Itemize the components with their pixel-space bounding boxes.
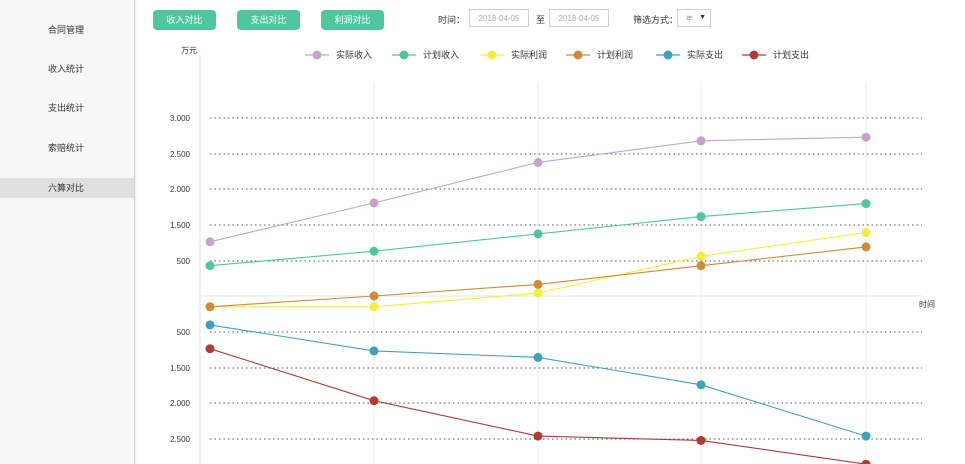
data-point <box>369 246 379 256</box>
data-point <box>861 459 871 464</box>
legend-label: 实际支出 <box>687 49 723 60</box>
legend-label: 实际收入 <box>336 49 372 60</box>
data-point <box>533 288 543 298</box>
filter-select-value: 年 <box>686 16 693 23</box>
y-tick-label: 1.500 <box>170 221 191 230</box>
y-tick-label: 2.500 <box>170 150 191 159</box>
data-point <box>533 279 543 289</box>
legend-marker <box>749 50 759 60</box>
y-tick-label: 500 <box>177 328 191 337</box>
sidebar: 合同管理 收入统计 支出统计 索赔统计 六算对比 <box>0 0 135 464</box>
y-tick-label: 2.000 <box>170 185 191 194</box>
legend-label: 计划支出 <box>773 49 809 60</box>
data-point <box>696 261 706 271</box>
legend-marker <box>663 50 673 60</box>
sidebar-shadow <box>134 0 138 464</box>
sidebar-item-income-stats[interactable]: 收入统计 <box>48 64 85 74</box>
y-axis-label: 万元 <box>181 46 197 55</box>
sidebar-item-contract-management[interactable]: 合同管理 <box>48 25 85 35</box>
data-point <box>696 212 706 222</box>
data-point <box>861 199 871 209</box>
data-point <box>861 132 871 142</box>
sidebar-item-expense-stats[interactable]: 支出统计 <box>48 103 85 113</box>
time-label: 时间： <box>438 15 466 25</box>
data-point <box>861 431 871 441</box>
legend-marker <box>399 50 409 60</box>
legend-marker <box>487 50 497 60</box>
filter-label: 筛选方式： <box>633 15 679 25</box>
income-compare-button[interactable]: 收入对比 <box>153 10 216 30</box>
legend-marker <box>573 50 583 60</box>
sidebar-item-claims-stats[interactable]: 索赔统计 <box>48 143 85 153</box>
chevron-down-icon: ▼ <box>699 14 706 21</box>
data-point <box>369 291 379 301</box>
data-point <box>696 251 706 261</box>
profit-compare-button[interactable]: 利润对比 <box>321 10 384 30</box>
y-tick-label: 2.000 <box>170 399 191 408</box>
data-point <box>205 261 215 271</box>
data-point <box>205 344 215 354</box>
legend-label: 计划收入 <box>423 49 459 60</box>
expense-compare-button[interactable]: 支出对比 <box>237 10 300 30</box>
data-point <box>533 229 543 239</box>
end-date-input[interactable]: 2018-04-05 <box>549 9 609 27</box>
data-point <box>696 380 706 390</box>
y-tick-label: 500 <box>177 257 191 266</box>
to-label: 至 <box>536 15 546 25</box>
data-point <box>369 396 379 406</box>
legend-label: 计划利润 <box>597 49 633 60</box>
data-point <box>205 302 215 312</box>
y-tick-label: 3.000 <box>170 114 191 123</box>
filter-select[interactable]: 年 ▼ <box>677 9 711 27</box>
data-point <box>369 302 379 312</box>
y-tick-label: 1.500 <box>170 364 191 373</box>
data-point <box>861 228 871 237</box>
data-point <box>696 435 706 445</box>
data-point <box>533 352 543 362</box>
y-tick-label: 2.500 <box>170 435 191 444</box>
legend-label: 实际利润 <box>511 49 547 60</box>
start-date-input[interactable]: 2018-04-05 <box>469 9 529 27</box>
legend-marker <box>312 50 322 60</box>
data-point <box>369 346 379 356</box>
data-point <box>205 237 215 247</box>
sidebar-item-six-budget-compare[interactable]: 六算对比 <box>0 178 134 198</box>
data-point <box>533 431 543 441</box>
data-point <box>205 320 215 330</box>
data-point <box>696 136 706 146</box>
data-point <box>533 157 543 167</box>
data-point <box>369 198 379 208</box>
x-axis-label: 时间 <box>919 299 935 309</box>
data-point <box>861 242 871 252</box>
